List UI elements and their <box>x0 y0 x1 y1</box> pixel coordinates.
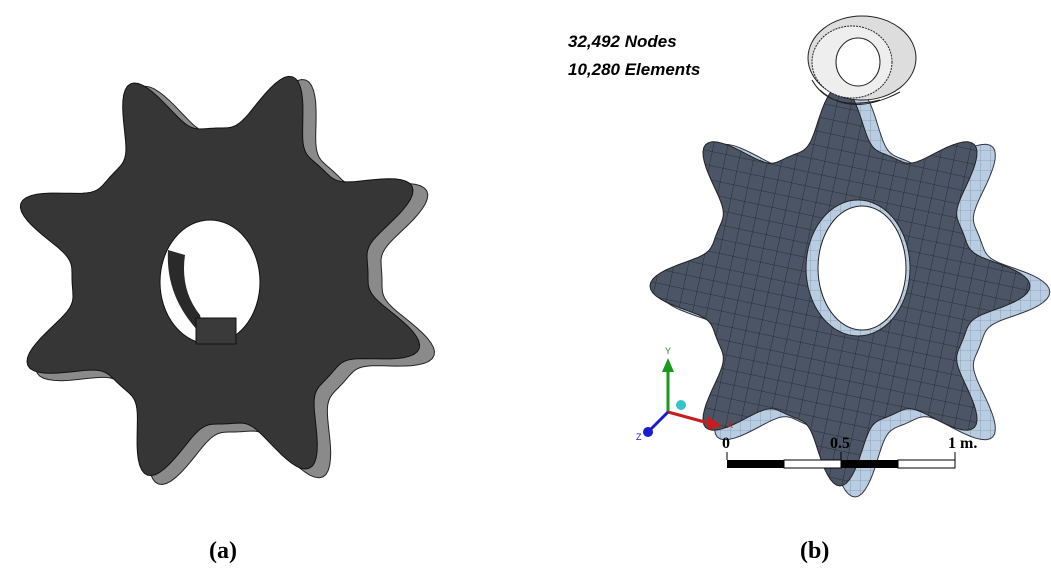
scale-bar: 0 0.5 1 m. <box>722 435 977 468</box>
axis-x-label: X <box>727 420 733 430</box>
roller-mesh <box>808 16 916 105</box>
scale-label: 0 <box>722 435 730 452</box>
figure: 32,492 Nodes 10,280 Elements Y X Z 0 0.5… <box>0 0 1051 577</box>
bore <box>818 206 906 330</box>
node-count: 32,492 Nodes <box>568 32 677 51</box>
keyway <box>196 318 236 344</box>
panel-label: (a) <box>209 538 237 564</box>
element-count: 10,280 Elements <box>568 60 700 79</box>
axis-z-label: Z <box>636 432 642 442</box>
scale-label: 1 m. <box>948 435 977 452</box>
sprocket-cad <box>20 76 434 484</box>
panel-label: (b) <box>800 538 829 564</box>
scale-label: 0.5 <box>830 435 850 452</box>
axis-y-label: Y <box>665 346 671 356</box>
